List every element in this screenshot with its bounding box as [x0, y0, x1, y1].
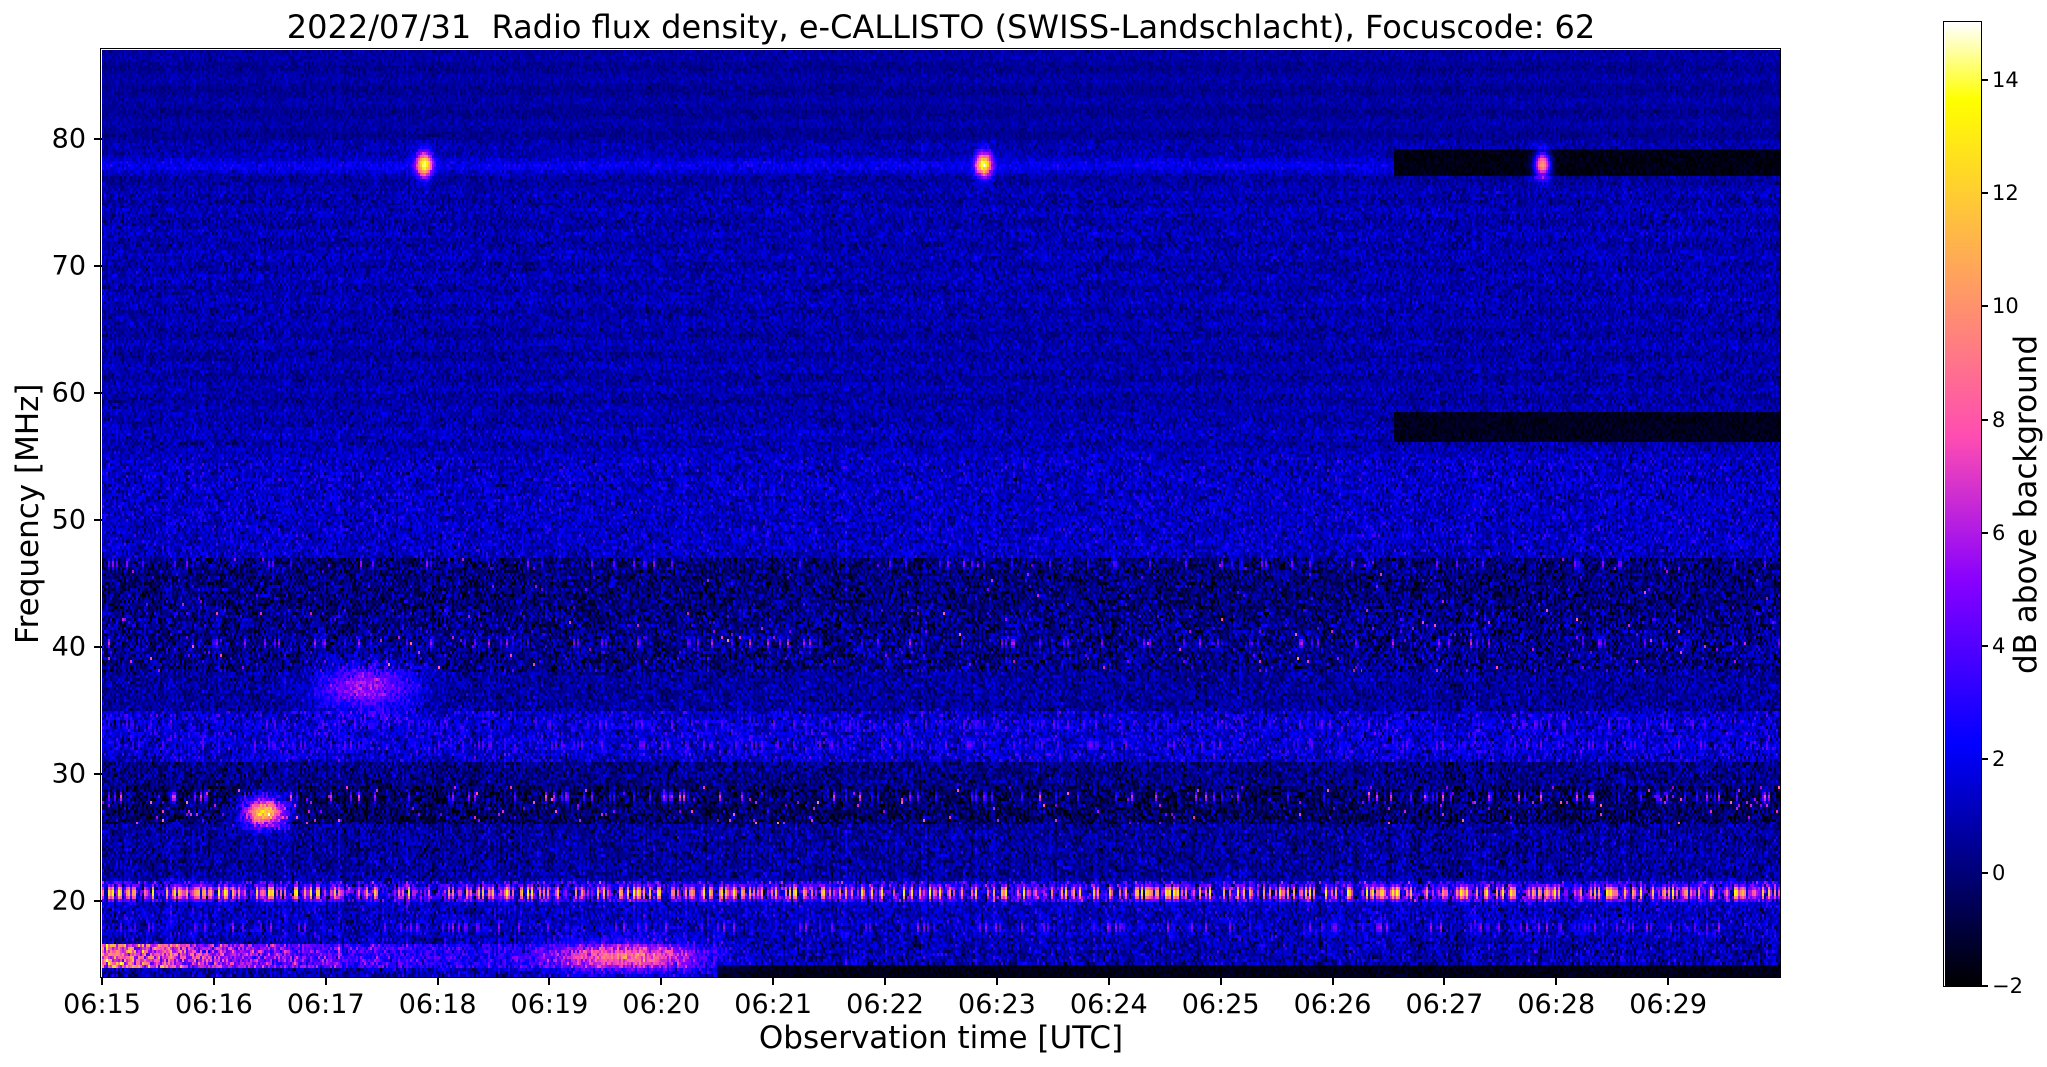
x-tick-mark — [1331, 977, 1334, 985]
colorbar-tick-label: 8 — [1992, 407, 2006, 432]
colorbar-tick-mark — [1981, 758, 1988, 761]
y-tick-mark — [94, 264, 102, 267]
colorbar-tick-mark — [1981, 871, 1988, 874]
colorbar-tick-label: 2 — [1992, 747, 2006, 772]
x-tick-label: 06:24 — [1069, 989, 1148, 1020]
x-tick-label: 06:29 — [1629, 989, 1708, 1020]
x-tick-mark — [101, 977, 103, 985]
colorbar-tick-mark — [1981, 531, 1988, 534]
x-tick-label: 06:19 — [510, 989, 589, 1020]
colorbar-tick-label: 12 — [1992, 180, 2019, 205]
y-tick-label: 70 — [51, 250, 86, 282]
colorbar-tick-label: 10 — [1992, 294, 2019, 319]
x-tick-label: 06:25 — [1181, 989, 1260, 1020]
x-tick-label: 06:17 — [286, 989, 365, 1020]
x-tick-mark — [1107, 977, 1110, 985]
x-tick-label: 06:21 — [734, 989, 813, 1020]
spectrogram-canvas — [102, 50, 1780, 977]
colorbar-tick-mark — [1981, 78, 1988, 81]
colorbar-tick-mark — [1981, 645, 1988, 648]
colorbar-tick-mark — [1981, 305, 1988, 308]
y-tick-mark — [94, 391, 102, 394]
colorbar-tick-label: 4 — [1992, 634, 2006, 659]
x-tick-mark — [1443, 977, 1446, 985]
y-tick-label: 60 — [51, 377, 86, 409]
x-tick-label: 06:28 — [1517, 989, 1596, 1020]
x-tick-mark — [995, 977, 998, 985]
x-tick-mark — [548, 977, 551, 985]
x-tick-mark — [436, 977, 439, 985]
y-tick-mark — [94, 899, 102, 902]
y-tick-label: 80 — [51, 123, 86, 155]
y-tick-mark — [94, 518, 102, 521]
x-tick-mark — [1219, 977, 1222, 985]
colorbar-tick-label: −2 — [1992, 974, 2023, 998]
y-tick-label: 40 — [51, 631, 86, 663]
colorbar-tick-label: 6 — [1992, 520, 2006, 545]
x-tick-label: 06:26 — [1293, 989, 1372, 1020]
colorbar-tick-mark — [1981, 418, 1988, 421]
x-tick-label: 06:22 — [846, 989, 924, 1020]
x-tick-mark — [660, 977, 663, 985]
y-tick-label: 30 — [51, 758, 86, 790]
x-axis-label: Observation time [UTC] — [758, 1020, 1124, 1056]
y-tick-mark — [94, 772, 102, 775]
x-tick-mark — [1555, 977, 1558, 985]
chart-title: 2022/07/31 Radio flux density, e-CALLIST… — [286, 8, 1596, 46]
x-tick-label: 06:20 — [622, 989, 701, 1020]
colorbar-gradient — [1945, 23, 1981, 986]
x-tick-mark — [884, 977, 887, 985]
x-tick-mark — [772, 977, 775, 985]
y-tick-label: 50 — [51, 504, 86, 536]
x-tick-label: 06:16 — [174, 989, 253, 1020]
y-tick-label: 20 — [51, 885, 86, 917]
colorbar-tick-label: 0 — [1992, 860, 2006, 885]
x-tick-label: 06:23 — [958, 989, 1036, 1020]
colorbar-label: dB above background — [2008, 334, 2044, 675]
x-tick-label: 06:18 — [398, 989, 477, 1020]
y-tick-mark — [94, 645, 102, 648]
x-tick-label: 06:27 — [1405, 989, 1484, 1020]
x-tick-mark — [1667, 977, 1670, 985]
x-tick-mark — [324, 977, 327, 985]
colorbar-tick-label: 14 — [1992, 67, 2019, 92]
colorbar-tick-mark — [1981, 985, 1988, 987]
colorbar-tick-mark — [1981, 191, 1988, 194]
x-tick-mark — [212, 977, 215, 985]
x-tick-label: 06:15 — [63, 989, 141, 1020]
y-tick-mark — [94, 137, 102, 140]
